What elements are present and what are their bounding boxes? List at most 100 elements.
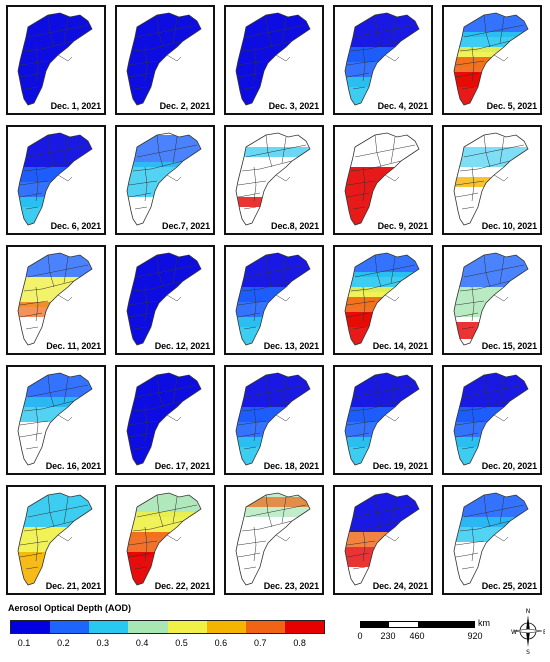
- aod-map: [344, 372, 420, 466]
- boundary-line: [25, 566, 39, 570]
- boundary-line: [156, 254, 164, 288]
- region-outline: [344, 132, 420, 226]
- boundary-line: [350, 520, 402, 532]
- boundary-line: [459, 40, 511, 52]
- boundary-line: [483, 134, 491, 168]
- boundary-line: [136, 504, 198, 518]
- region-outline: [126, 372, 202, 466]
- boundary-line: [25, 206, 39, 210]
- aod-map: [17, 132, 93, 226]
- scale-bar: [360, 621, 475, 628]
- boundary-line: [19, 300, 49, 306]
- boundary-line: [144, 166, 148, 202]
- aod-map-panel: Dec.8, 2021: [224, 125, 324, 235]
- boundary-line: [275, 174, 291, 182]
- aod-color-field: [345, 547, 419, 567]
- legend-swatch: [128, 621, 168, 633]
- scale-label: 460: [409, 631, 425, 641]
- boundary-line: [352, 566, 366, 570]
- aod-color-field: [236, 497, 310, 507]
- boundary-line: [463, 264, 525, 278]
- boundary-line: [57, 174, 73, 182]
- compass-west: W: [511, 629, 517, 636]
- aod-color-field: [454, 253, 528, 287]
- scale-unit: km: [478, 618, 490, 628]
- scale-label: 230: [380, 631, 396, 641]
- region-outline: [453, 252, 529, 346]
- region-outline: [344, 372, 420, 466]
- boundary-line: [27, 24, 89, 38]
- panel-date-label: Dec.8, 2021: [271, 221, 319, 231]
- boundary-line: [237, 540, 267, 546]
- aod-color-field: [454, 177, 528, 187]
- boundary-line: [354, 504, 416, 518]
- boundary-line: [281, 496, 287, 524]
- boundary-line: [136, 144, 198, 158]
- boundary-line: [459, 160, 511, 172]
- boundary-line: [136, 384, 198, 398]
- boundary-line: [362, 46, 366, 82]
- boundary-line: [483, 254, 491, 288]
- boundary-line: [245, 384, 307, 398]
- boundary-line: [253, 526, 257, 562]
- legend-tick-label: 0.5: [175, 638, 188, 648]
- aod-map: [235, 372, 311, 466]
- aod-map-panel: Dec. 23, 2021: [224, 485, 324, 595]
- boundary-line: [493, 534, 509, 542]
- compass-north: N: [526, 608, 531, 615]
- boundary-line: [455, 72, 479, 78]
- boundary-line: [346, 420, 376, 426]
- boundary-line: [499, 376, 505, 404]
- boundary-line: [19, 420, 49, 426]
- boundary-line: [245, 24, 307, 38]
- region-outline: [235, 132, 311, 226]
- boundary-line: [390, 496, 396, 524]
- boundary-line: [352, 326, 366, 330]
- panel-date-label: Dec. 17, 2021: [154, 461, 210, 471]
- aod-color-field: [345, 167, 419, 225]
- boundary-line: [461, 326, 475, 330]
- boundary-line: [281, 376, 287, 404]
- boundary-line: [374, 494, 382, 528]
- boundary-line: [253, 46, 257, 82]
- boundary-line: [346, 60, 376, 66]
- boundary-line: [243, 446, 257, 450]
- aod-map: [344, 132, 420, 226]
- aod-map-panel: Dec. 3, 2021: [224, 5, 324, 115]
- boundary-line: [166, 534, 182, 542]
- region-outline: [235, 492, 311, 586]
- boundary-line: [471, 526, 475, 562]
- region-outline: [17, 252, 93, 346]
- boundary-line: [352, 86, 366, 90]
- boundary-line: [461, 446, 475, 450]
- boundary-line: [128, 180, 158, 186]
- boundary-line: [384, 54, 400, 62]
- boundary-line: [471, 46, 475, 82]
- aod-color-field: [127, 13, 201, 105]
- boundary-line: [390, 16, 396, 44]
- boundary-line: [237, 60, 267, 66]
- boundary-line: [35, 286, 39, 322]
- legend-title: Aerosol Optical Depth (AOD): [8, 603, 132, 613]
- boundary-line: [346, 552, 370, 558]
- boundary-line: [27, 264, 89, 278]
- boundary-line: [499, 496, 505, 524]
- region-outline: [453, 492, 529, 586]
- boundary-line: [461, 566, 475, 570]
- boundary-line: [19, 72, 43, 78]
- aod-map: [235, 12, 311, 106]
- compass-east: E: [543, 629, 545, 636]
- boundary-line: [384, 414, 400, 422]
- boundary-line: [281, 16, 287, 44]
- aod-map-panel: Dec. 14, 2021: [333, 245, 433, 355]
- boundary-line: [455, 432, 479, 438]
- boundary-line: [471, 406, 475, 442]
- aod-color-field: [18, 397, 92, 422]
- aod-map: [126, 132, 202, 226]
- boundary-line: [63, 496, 69, 524]
- aod-map: [344, 492, 420, 586]
- boundary-line: [134, 566, 148, 570]
- boundary-line: [144, 526, 148, 562]
- aod-map-panel: Dec. 25, 2021: [442, 485, 542, 595]
- boundary-line: [156, 494, 164, 528]
